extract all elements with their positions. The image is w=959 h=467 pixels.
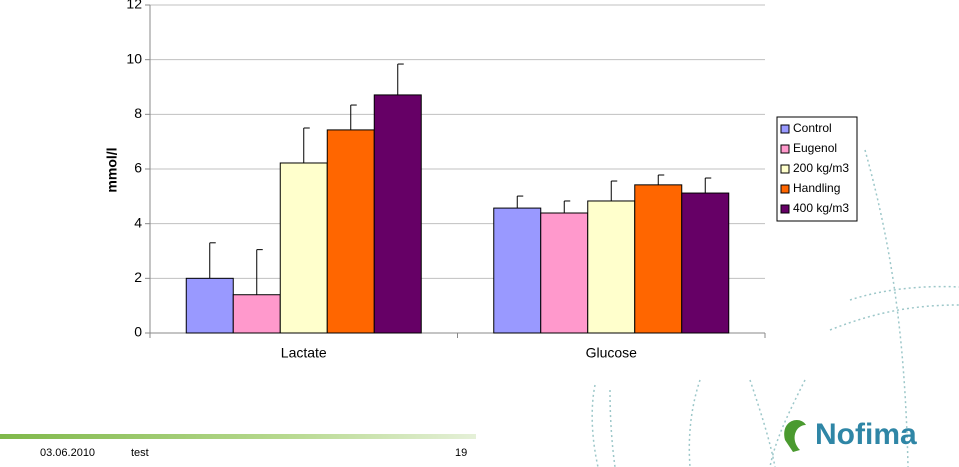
error-bar [303, 127, 310, 163]
error-bar [209, 242, 216, 279]
error-bar [516, 195, 524, 209]
error-bar [397, 63, 404, 95]
y-tick-label: 6 [134, 160, 142, 176]
page-number: 19 [455, 447, 467, 459]
legend-marker [780, 184, 790, 194]
bar [587, 200, 636, 334]
y-tick-label: 2 [134, 269, 142, 285]
x-tick-label: Lactate [281, 345, 327, 361]
bar [373, 94, 422, 334]
legend-label: Control [793, 121, 832, 135]
y-tick-label: 4 [134, 214, 142, 230]
bar [279, 162, 328, 334]
bar [634, 184, 683, 334]
legend-box [776, 116, 858, 222]
bar [540, 212, 589, 334]
y-axis-label: mmol/l [104, 147, 120, 192]
footer-text: test [131, 447, 149, 459]
error-bar [563, 200, 571, 214]
error-bar [704, 177, 712, 194]
legend-marker [780, 144, 790, 154]
bar [681, 192, 730, 334]
bar [232, 294, 281, 334]
legend-marker [780, 124, 790, 134]
x-tick-label: Glucose [586, 345, 638, 361]
y-tick-label: 10 [126, 50, 142, 66]
error-bar [256, 249, 263, 295]
legend-label: Handling [793, 181, 840, 195]
y-tick-label: 12 [126, 0, 142, 12]
error-bar [657, 174, 665, 185]
decoration [591, 149, 959, 467]
error-bar [350, 104, 357, 130]
logo: Nofima [815, 418, 917, 451]
logo-mark [784, 420, 806, 452]
bar [185, 277, 234, 334]
footer-date: 03.06.2010 [40, 447, 95, 459]
footer-bar [0, 434, 476, 439]
bar [326, 129, 375, 334]
legend-label: Eugenol [793, 141, 837, 155]
bar [493, 207, 542, 334]
error-bar [610, 180, 618, 201]
legend-marker [780, 164, 790, 174]
legend-label: 400 kg/m3 [793, 201, 849, 215]
legend-marker [780, 204, 790, 214]
y-tick-label: 0 [134, 324, 142, 340]
y-tick-label: 8 [134, 105, 142, 121]
legend-label: 200 kg/m3 [793, 161, 849, 175]
